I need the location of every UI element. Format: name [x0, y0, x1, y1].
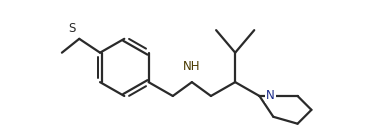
Text: S: S	[69, 22, 76, 35]
Text: NH: NH	[183, 60, 201, 73]
Text: N: N	[266, 89, 275, 102]
